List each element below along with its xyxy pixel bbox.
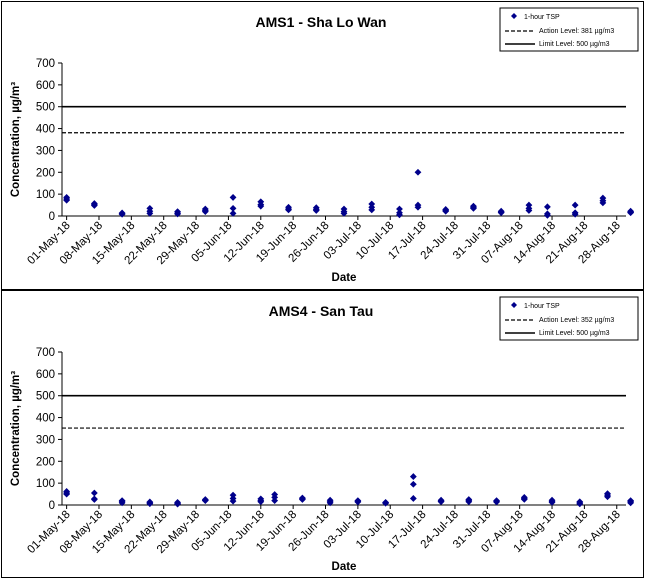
data-point: [90, 496, 98, 503]
y-tick-label: 700: [36, 347, 55, 359]
x-axis-label: Date: [332, 272, 357, 284]
data-point: [627, 209, 635, 217]
data-point: [599, 199, 607, 207]
y-tick-label: 0: [49, 211, 55, 223]
data-point: [382, 499, 390, 507]
y-tick-label: 100: [36, 189, 55, 201]
legend-label-tsp: 1-hour TSP: [524, 14, 560, 21]
y-tick-label: 0: [49, 500, 55, 512]
data-point: [340, 209, 348, 217]
chart-title: AMS1 - Sha Lo Wan: [256, 14, 387, 30]
legend-label-action: Action Level: 381 µg/m3: [539, 28, 614, 35]
data-point: [396, 205, 403, 213]
data-point: [90, 202, 98, 209]
y-tick-label: 500: [36, 102, 55, 114]
y-axis-label: Concentration, µg/m³: [10, 371, 22, 486]
data-point: [118, 210, 126, 218]
data-point: [201, 497, 209, 505]
y-tick-label: 300: [36, 145, 55, 157]
data-point: [146, 500, 154, 508]
legend-label-limit: Limit Level: 500 µg/m3: [539, 330, 610, 337]
data-point: [525, 207, 533, 214]
data-point: [544, 211, 551, 219]
data-point: [627, 499, 635, 507]
y-axis-label: Concentration, µg/m³: [10, 82, 22, 197]
data-point: [118, 499, 126, 507]
data-point: [326, 499, 334, 507]
legend-label-tsp: 1-hour TSP: [524, 303, 560, 310]
data-point: [414, 203, 422, 211]
data-point: [442, 207, 450, 215]
data-point: [571, 201, 579, 209]
data-point: [271, 497, 279, 505]
data-point: [257, 498, 265, 506]
data-point: [368, 206, 376, 214]
legend-label-action: Action Level: 352 µg/m3: [539, 317, 614, 324]
data-point: [229, 209, 237, 217]
data-point: [409, 495, 417, 502]
data-point: [604, 493, 611, 501]
data-point: [396, 211, 403, 219]
chart-panel-ams4: AMS4 - San Tau 1-hour TSP Action Level: 35…: [1, 290, 644, 578]
data-point: [354, 498, 362, 506]
data-point: [470, 204, 477, 212]
data-point: [201, 208, 209, 216]
legend-label-limit: Limit Level: 500 µg/m3: [539, 41, 610, 48]
y-tick-label: 500: [36, 391, 55, 403]
data-point: [548, 498, 556, 506]
data-point: [63, 490, 71, 498]
data-point: [544, 203, 551, 211]
ams4-chart-svg: AMS4 - San Tau 1-hour TSP Action Level: 35…: [10, 296, 639, 573]
y-tick-label: 100: [36, 478, 55, 490]
data-point: [493, 498, 500, 506]
y-tick-label: 400: [36, 124, 55, 136]
data-point: [257, 202, 265, 210]
data-point: [229, 194, 237, 201]
legend: 1-hour TSP Action Level: 352 µg/m3 Limit L…: [499, 296, 639, 341]
data-point: [571, 210, 579, 218]
data-point: [465, 498, 473, 506]
data-point: [174, 500, 181, 508]
data-point: [409, 473, 417, 480]
y-tick-label: 200: [36, 456, 55, 468]
data-point: [63, 196, 71, 204]
y-tick-label: 300: [36, 434, 55, 446]
legend-marker-tsp: [511, 13, 517, 19]
chart-panel-ams1: AMS1 - Sha Lo Wan 1-hour TSP Action Level:…: [1, 1, 644, 290]
data-point: [312, 207, 320, 214]
data-point: [285, 206, 292, 214]
data-point: [146, 209, 154, 217]
data-point: [298, 496, 306, 503]
y-tick-label: 400: [36, 413, 55, 425]
data-point: [414, 168, 422, 176]
legend: 1-hour TSP Action Level: 381 µg/m3 Limit L…: [499, 7, 639, 52]
data-point: [229, 204, 237, 212]
data-point: [437, 498, 445, 506]
y-tick-label: 200: [36, 167, 55, 179]
data-point: [520, 495, 528, 503]
y-tick-label: 600: [36, 369, 55, 381]
y-tick-label: 700: [36, 58, 55, 70]
y-tick-label: 600: [36, 80, 55, 92]
data-point: [497, 209, 505, 217]
ams1-chart-svg: AMS1 - Sha Lo Wan 1-hour TSP Action Level:…: [10, 7, 639, 284]
chart-title: AMS4 - San Tau: [269, 303, 374, 319]
data-point: [576, 500, 584, 508]
data-point: [174, 210, 181, 218]
data-point: [90, 489, 98, 497]
data-point: [409, 480, 417, 488]
x-axis-label: Date: [332, 561, 357, 573]
data-point: [229, 497, 237, 505]
legend-marker-tsp: [511, 302, 517, 308]
